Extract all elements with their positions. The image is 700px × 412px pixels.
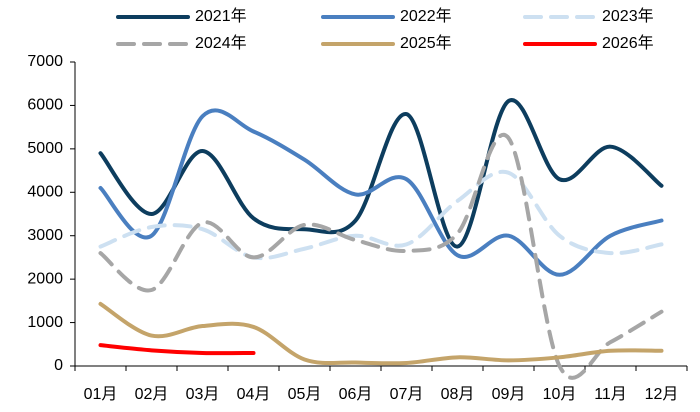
x-tick-label: 05月 <box>288 386 322 403</box>
x-tick-label: 02月 <box>135 386 169 403</box>
x-tick-label: 11月 <box>594 386 627 403</box>
x-tick-label: 12月 <box>645 386 679 403</box>
line-series <box>98 108 664 277</box>
x-tick-label: 06月 <box>339 386 373 403</box>
legend-label: 2023年 <box>602 7 654 25</box>
y-tick-label: 0 <box>54 357 63 374</box>
x-tick-label: 10月 <box>543 386 577 403</box>
x-tick-label: 08月 <box>441 386 475 403</box>
line-series <box>98 343 256 356</box>
legend-label: 2026年 <box>602 34 654 52</box>
x-tick-label: 07月 <box>390 386 424 403</box>
y-tick-label: 4000 <box>27 184 63 201</box>
line-series <box>98 301 664 366</box>
x-tick-label: 09月 <box>492 386 526 403</box>
legend-label: 2025年 <box>400 34 452 52</box>
y-tick-label: 7000 <box>27 53 63 70</box>
legend-label: 2024年 <box>195 34 247 52</box>
y-tick-label: 6000 <box>27 97 63 114</box>
y-tick-label: 5000 <box>27 140 63 157</box>
legend-label: 2021年 <box>195 7 247 25</box>
y-tick-label: 2000 <box>27 270 63 287</box>
line-series <box>98 169 664 261</box>
y-tick-label: 1000 <box>27 314 63 331</box>
x-tick-label: 01月 <box>84 386 118 403</box>
line-series <box>98 98 664 249</box>
x-tick-label: 03月 <box>186 386 220 403</box>
x-tick-label: 04月 <box>237 386 271 403</box>
y-tick-label: 3000 <box>27 227 63 244</box>
line-series <box>98 132 664 380</box>
legend-label: 2022年 <box>400 7 452 25</box>
